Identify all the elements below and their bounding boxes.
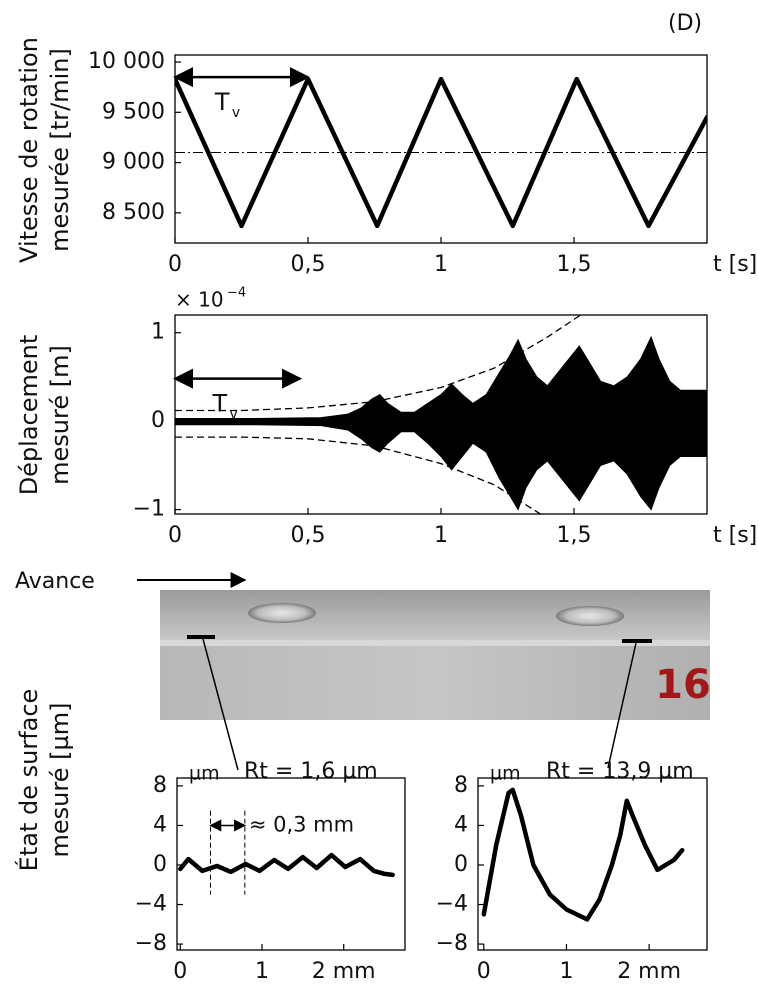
plot-area [481,787,685,922]
plot-frame [174,314,708,515]
y-axis-label: mesuré [µm] [46,703,74,858]
x-tick-label: 1,5 [557,523,592,548]
y-tick-label: 0 [454,852,468,877]
y-tick-label: 10 000 [88,49,165,74]
y-tick-label: 4 [454,812,468,837]
data-line [481,787,685,922]
chart-title: Rt = 1,6 µm [244,759,378,784]
x-tick-label: 2 mm [617,959,681,984]
x-tick-label: 1 [434,523,448,548]
plot-frame [174,54,708,244]
part-number: 16 [655,662,711,708]
y-tick-label: 9 000 [102,150,165,175]
y-tick-label: 8 [454,773,468,798]
x-tick-label: 0,5 [291,523,326,548]
plot-area [175,76,707,229]
y-axis-label: mesurée [tr/min] [46,48,74,252]
period-subscript: v [230,407,238,423]
y-tick-label: −4 [135,892,167,917]
unit-label: µm [189,763,220,785]
plot-area [178,852,395,878]
y-tick-label: −4 [436,892,468,917]
y-tick-label: 0 [153,852,167,877]
x-tick-label: 0 [168,523,182,548]
y-tick-label: 4 [153,812,167,837]
plot-frame [176,777,406,951]
y-tick-label: 9 500 [102,99,165,124]
leader-line [607,642,637,769]
data-line [175,76,707,229]
plot-area [175,315,707,514]
y-tick-label: 1 [151,320,165,345]
y-tick-label: −8 [135,931,167,956]
x-tick-label: 1,5 [557,252,592,277]
chart-title: Rt = 13,9 µm [546,759,694,784]
y-axis-label: État de surface [14,689,43,872]
spacing-label: ≈ 0,3 mm [249,812,354,836]
y-tick-label: 0 [151,408,165,433]
signal-envelope [175,335,707,511]
period-subscript: v [232,105,240,121]
feed-label: Avance [15,569,95,594]
y-tick-label: −8 [436,931,468,956]
period-label: T [214,88,230,116]
leader-line [202,638,239,771]
unit-label: µm [490,763,521,785]
x-axis-label: t [s] [713,523,757,548]
period-label: T [212,390,228,418]
x-tick-label: 0,5 [291,252,326,277]
workpiece-photo [160,590,710,720]
y-axis-label: Vitesse de rotation [15,37,43,263]
x-tick-label: 0 [173,959,187,984]
y-tick-label: 8 [153,773,167,798]
multiplier-exponent: −4 [227,286,246,301]
y-axis-label: Déplacement [15,335,43,496]
x-tick-label: 0 [477,959,491,984]
y-tick-label: 8 500 [102,200,165,225]
x-tick-label: 1 [559,959,573,984]
x-axis-label: t [s] [713,252,757,277]
data-line [178,852,395,878]
x-tick-label: 0 [168,252,182,277]
y-tick-label: −1 [133,497,165,522]
bound-line [175,436,542,514]
panel-label: (D) [668,11,702,36]
bound-line [175,315,582,412]
x-tick-label: 1 [434,252,448,277]
x-tick-label: 2 mm [312,959,376,984]
y-axis-label: mesuré [m] [46,345,74,485]
x-tick-label: 1 [255,959,269,984]
plot-frame [477,777,708,951]
multiplier: × 10 [175,288,224,312]
